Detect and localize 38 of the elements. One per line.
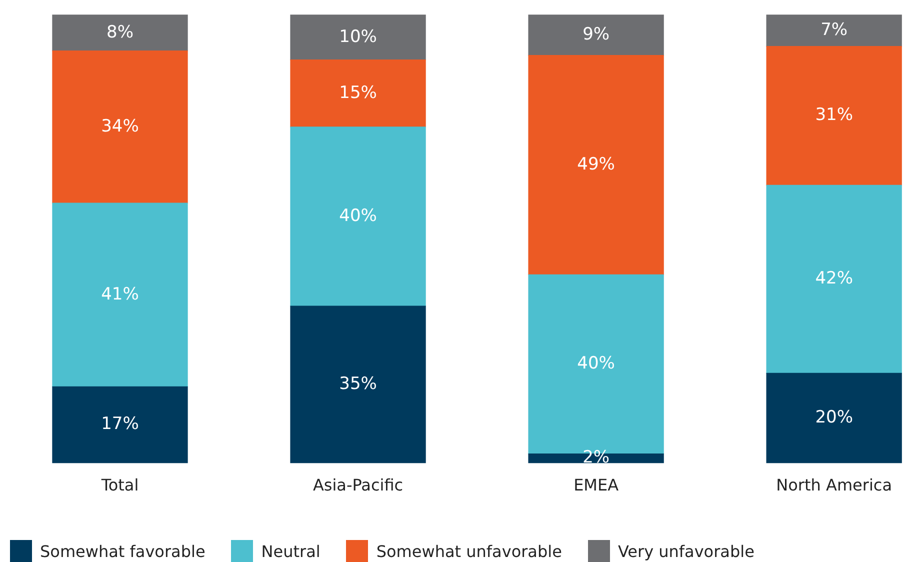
bar — [766, 46, 902, 186]
data-label: 9% — [582, 24, 610, 45]
x-tick-label: Total — [100, 476, 139, 495]
data-label: 34% — [101, 116, 139, 136]
data-label: 40% — [577, 354, 615, 374]
data-label: 35% — [339, 374, 377, 394]
data-label: 2% — [582, 448, 610, 468]
data-label: 8% — [106, 22, 134, 42]
bar — [52, 386, 188, 464]
bar — [290, 14, 426, 60]
bar — [528, 54, 664, 276]
data-label: 7% — [820, 20, 848, 40]
data-label: 31% — [815, 105, 853, 126]
data-label: 42% — [815, 268, 853, 289]
data-label: 10% — [339, 26, 377, 47]
data-label: 40% — [339, 206, 377, 226]
data-label: 49% — [577, 154, 615, 174]
bar — [766, 184, 902, 374]
bar — [52, 202, 188, 388]
x-tick-label: North America — [776, 476, 892, 495]
bar — [290, 126, 426, 306]
bar — [290, 306, 426, 464]
legend-label: Neutral — [261, 542, 320, 560]
data-label: 20% — [815, 407, 853, 428]
bar — [52, 14, 188, 52]
x-tick-label: EMEA — [574, 476, 619, 495]
legend-label: Very unfavorable — [618, 542, 754, 560]
data-label: 41% — [101, 284, 139, 304]
data-label: 15% — [339, 82, 377, 103]
bar — [290, 59, 426, 128]
bar — [766, 372, 902, 464]
data-label: 17% — [101, 414, 139, 434]
bar — [52, 50, 188, 204]
bar — [766, 14, 902, 47]
x-tick-label: Asia-Pacific — [312, 476, 404, 495]
bar — [528, 14, 664, 56]
legend-label: Somewhat unfavorable — [376, 542, 562, 560]
legend-label: Somewhat favorable — [40, 542, 206, 560]
